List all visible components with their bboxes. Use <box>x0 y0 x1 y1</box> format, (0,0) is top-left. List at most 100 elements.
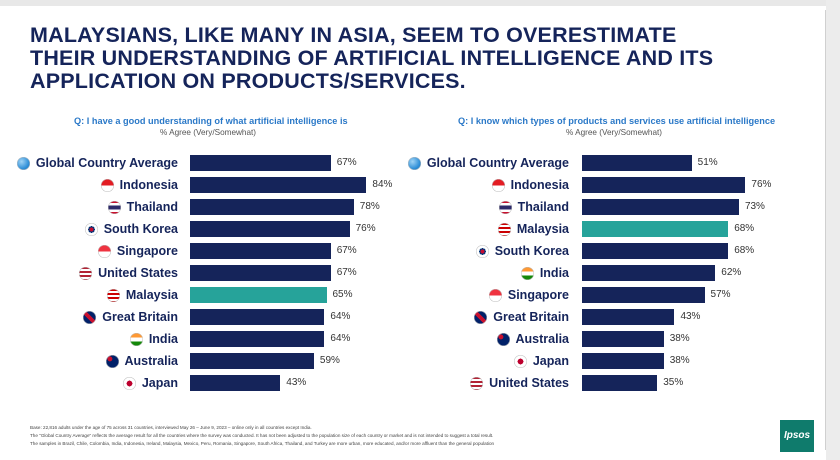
bar-row: Global Country Average 51% <box>400 154 800 176</box>
category-label: Malaysia <box>125 288 178 302</box>
bar <box>190 353 314 369</box>
great-britain-flag-icon <box>83 311 97 324</box>
data-label: 76% <box>355 223 376 234</box>
bar <box>582 309 675 325</box>
category-label: India <box>539 266 569 280</box>
bar <box>190 155 331 171</box>
south-korea-flag-icon <box>475 245 489 258</box>
bar <box>190 375 281 391</box>
data-label: 43% <box>286 377 307 388</box>
bar <box>582 353 664 369</box>
india-flag-icon <box>520 267 534 280</box>
footnotes: Base: 22,816 adults under the age of 75 … <box>30 424 750 448</box>
indonesia-flag-icon <box>491 179 505 192</box>
category-label: United States <box>489 376 569 390</box>
data-label: 59% <box>319 355 340 366</box>
united-states-flag-icon <box>79 267 93 280</box>
category-label: Great Britain <box>493 310 569 324</box>
top-frame <box>0 0 840 6</box>
australia-flag-icon <box>496 333 510 346</box>
bar <box>582 287 705 303</box>
bar <box>582 199 739 215</box>
bar-row: Singapore 57% <box>400 286 800 308</box>
bar <box>582 221 729 237</box>
bar-row: Thailand 78% <box>0 198 420 220</box>
category-label: Japan <box>141 376 178 390</box>
chart-subtitle: % Agree (Very/Somewhat) <box>160 128 257 137</box>
bar-row: South Korea 68% <box>400 242 800 264</box>
data-label: 38% <box>669 355 690 366</box>
data-label: 67% <box>336 267 357 278</box>
bar <box>190 199 354 215</box>
singapore-flag-icon <box>488 289 502 302</box>
title-line: THEIR UNDERSTANDING OF ARTIFICIAL INTELL… <box>30 46 714 70</box>
category-label: Malaysia <box>516 222 569 236</box>
globe-icon <box>16 157 30 170</box>
data-label: 64% <box>330 311 351 322</box>
bar-row: Australia 38% <box>400 330 800 352</box>
bar <box>190 331 325 347</box>
right-scroll-frame <box>826 0 840 460</box>
bar-row: Great Britain 43% <box>400 308 800 330</box>
chart-subtitle: % Agree (Very/Somewhat) <box>566 128 663 137</box>
great-britain-flag-icon <box>474 311 488 324</box>
category-label: Indonesia <box>119 178 178 192</box>
title-line: APPLICATION ON PRODUCTS/SERVICES. <box>30 69 466 93</box>
category-label: Thailand <box>517 200 569 214</box>
data-label: 65% <box>332 289 353 300</box>
category-label: Singapore <box>116 244 178 258</box>
chart-question: Q: I know which types of products and se… <box>458 116 776 126</box>
bar-row: United States 67% <box>0 264 420 286</box>
category-label: Australia <box>515 332 570 346</box>
bar <box>190 177 367 193</box>
japan-flag-icon <box>122 377 136 390</box>
category-label: Japan <box>532 354 569 368</box>
united-states-flag-icon <box>470 377 484 390</box>
bar-row: India 64% <box>0 330 420 352</box>
data-label: 84% <box>372 179 393 190</box>
category-label: Thailand <box>126 200 178 214</box>
data-label: 51% <box>697 157 718 168</box>
south-korea-flag-icon <box>84 223 98 236</box>
bar-row: South Korea 76% <box>0 220 420 242</box>
globe-icon <box>407 157 421 170</box>
bar <box>190 265 331 281</box>
bar-row: Malaysia 65% <box>0 286 420 308</box>
category-label: Global Country Average <box>426 156 569 170</box>
data-label: 67% <box>336 157 357 168</box>
data-label: 57% <box>710 289 731 300</box>
category-label: Global Country Average <box>35 156 178 170</box>
bar-row: Malaysia 68% <box>400 220 800 242</box>
right-divider <box>825 10 826 450</box>
data-label: 35% <box>663 377 684 388</box>
singapore-flag-icon <box>97 245 111 258</box>
malaysia-flag-icon <box>497 223 511 236</box>
data-label: 38% <box>669 333 690 344</box>
japan-flag-icon <box>513 355 527 368</box>
category-label: United States <box>98 266 178 280</box>
data-label: 43% <box>680 311 701 322</box>
data-label: 68% <box>734 245 755 256</box>
data-label: 68% <box>734 223 755 234</box>
bar-row: Singapore 67% <box>0 242 420 264</box>
category-label: South Korea <box>494 244 569 258</box>
australia-flag-icon <box>105 355 119 368</box>
bar <box>582 331 664 347</box>
data-label: 67% <box>336 245 357 256</box>
bar <box>582 155 692 171</box>
bar-row: Japan 38% <box>400 352 800 374</box>
chart-question: Q: I have a good understanding of what a… <box>74 116 348 126</box>
page-title: MALAYSIANS, LIKE MANY IN ASIA, SEEM TO O… <box>30 24 810 93</box>
thailand-flag-icon <box>107 201 121 214</box>
bar-row: Australia 59% <box>0 352 420 374</box>
bar-row: Great Britain 64% <box>0 308 420 330</box>
category-label: India <box>148 332 178 346</box>
bar <box>190 243 331 259</box>
category-label: Great Britain <box>102 310 178 324</box>
bar-row: Thailand 73% <box>400 198 800 220</box>
data-label: 64% <box>330 333 351 344</box>
bar <box>582 375 658 391</box>
bar <box>582 177 746 193</box>
bar <box>190 309 325 325</box>
data-label: 76% <box>751 179 772 190</box>
